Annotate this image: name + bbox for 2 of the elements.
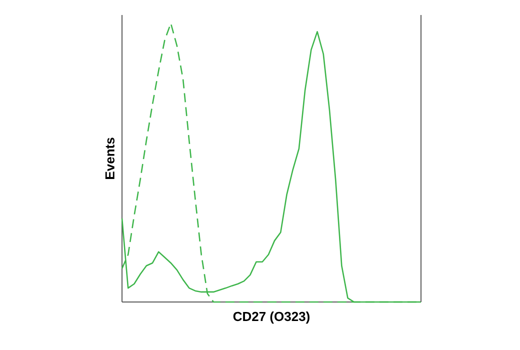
y-axis-title: Events [105, 138, 114, 179]
x-axis-title: CD27 (O323) [233, 312, 310, 324]
